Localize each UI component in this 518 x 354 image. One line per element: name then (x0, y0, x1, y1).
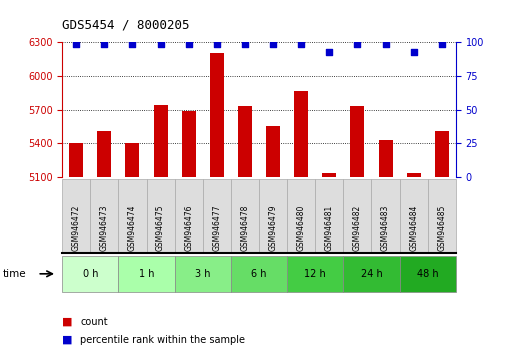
Bar (97, 131, 111, 354)
Bar (379, 140, 393, 354)
Point (410, 49, 418, 55)
Text: GSM946475: GSM946475 (156, 205, 165, 251)
Text: ■: ■ (62, 317, 73, 327)
Text: GSM946485: GSM946485 (437, 205, 447, 251)
Text: 3 h: 3 h (195, 269, 210, 279)
Text: GSM946474: GSM946474 (128, 205, 137, 251)
Text: 12 h: 12 h (305, 269, 326, 279)
Point (325, 49, 334, 55)
Point (353, 41, 362, 47)
Text: 48 h: 48 h (417, 269, 439, 279)
Bar (435, 131, 449, 354)
Text: GDS5454 / 8000205: GDS5454 / 8000205 (62, 19, 190, 32)
Text: GSM946484: GSM946484 (409, 205, 418, 251)
Text: 24 h: 24 h (361, 269, 382, 279)
Text: ■: ■ (62, 335, 73, 345)
Point (269, 41, 277, 47)
Text: GSM946477: GSM946477 (212, 205, 221, 251)
Point (128, 41, 137, 47)
Text: 1 h: 1 h (139, 269, 154, 279)
Bar (125, 143, 139, 354)
Text: GSM946482: GSM946482 (353, 205, 362, 251)
Bar (153, 105, 168, 354)
Text: time: time (3, 269, 26, 279)
Text: GSM946479: GSM946479 (268, 205, 278, 251)
Point (72, 41, 80, 47)
Point (213, 41, 221, 47)
Point (438, 41, 446, 47)
Text: 0 h: 0 h (82, 269, 98, 279)
Bar (322, 172, 336, 354)
Bar (350, 106, 365, 354)
Bar (266, 126, 280, 354)
Text: GSM946483: GSM946483 (381, 205, 390, 251)
Text: GSM946472: GSM946472 (71, 205, 81, 251)
Point (100, 41, 108, 47)
Point (156, 41, 165, 47)
Text: GSM946481: GSM946481 (325, 205, 334, 251)
Bar (69, 143, 83, 354)
Text: GSM946473: GSM946473 (100, 205, 109, 251)
Point (381, 41, 390, 47)
Bar (182, 111, 196, 354)
Text: count: count (80, 317, 108, 327)
Point (297, 41, 305, 47)
Text: percentile rank within the sample: percentile rank within the sample (80, 335, 246, 345)
Text: GSM946478: GSM946478 (240, 205, 250, 251)
Point (184, 41, 193, 47)
Point (241, 41, 249, 47)
Text: GSM946476: GSM946476 (184, 205, 193, 251)
Bar (294, 91, 308, 354)
Bar (210, 52, 224, 354)
Text: 6 h: 6 h (251, 269, 267, 279)
Bar (407, 172, 421, 354)
Text: GSM946480: GSM946480 (297, 205, 306, 251)
Bar (238, 106, 252, 354)
